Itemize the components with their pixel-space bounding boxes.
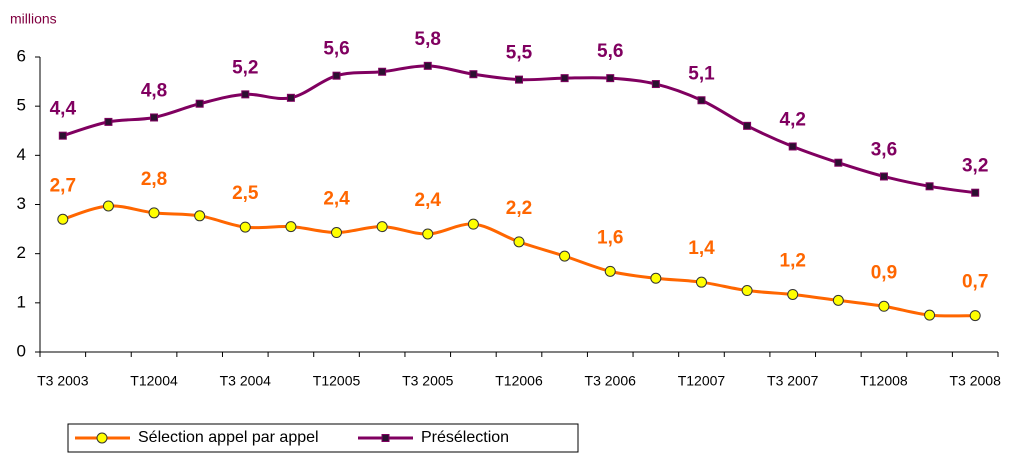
x-tick-label: T3 2008 — [950, 373, 1002, 389]
point — [467, 218, 479, 230]
point — [834, 158, 843, 167]
data-label: 1,6 — [597, 227, 623, 248]
point — [331, 227, 343, 239]
data-label: 2,2 — [506, 198, 532, 219]
x-tick-label: T3 2003 — [37, 373, 89, 389]
point — [971, 188, 980, 197]
data-label: 4,8 — [141, 80, 167, 101]
data-label: 2,8 — [141, 169, 167, 190]
data-label: 2,4 — [323, 189, 350, 210]
data-label: 5,8 — [415, 29, 441, 50]
data-label: 1,4 — [688, 238, 715, 259]
point — [878, 300, 890, 312]
legend-label: Présélection — [421, 429, 509, 446]
point — [606, 74, 615, 83]
data-label: 5,5 — [506, 43, 533, 64]
data-label: 5,6 — [597, 41, 623, 62]
data-label: 5,6 — [323, 39, 349, 60]
point — [58, 131, 67, 140]
point — [743, 121, 752, 130]
point — [651, 80, 660, 89]
point — [194, 210, 206, 222]
point — [924, 309, 936, 321]
point — [423, 61, 432, 70]
point — [422, 228, 434, 240]
data-label: 0,7 — [962, 272, 988, 293]
point — [332, 71, 341, 80]
point — [102, 200, 114, 212]
point — [560, 74, 569, 83]
data-label: 4,4 — [50, 99, 77, 120]
data-label: 1,2 — [780, 250, 806, 271]
point — [559, 250, 571, 262]
y-tick-label: 6 — [17, 46, 26, 65]
point — [104, 117, 113, 126]
point — [650, 272, 662, 284]
y-tick-label: 5 — [17, 96, 26, 115]
y-tick-label: 1 — [17, 292, 26, 311]
point — [832, 294, 844, 306]
x-tick-label: T3 2005 — [402, 373, 454, 389]
point — [695, 276, 707, 288]
legend-label: Sélection appel par appel — [138, 429, 319, 446]
y-tick-label: 4 — [17, 145, 26, 164]
data-label: 2,5 — [232, 183, 259, 204]
data-label: 3,2 — [962, 156, 988, 177]
point — [195, 99, 204, 108]
y-tick-label: 3 — [17, 194, 26, 213]
x-tick-label: T3 2007 — [767, 373, 819, 389]
data-label: 5,2 — [232, 57, 258, 78]
x-tick-label: T3 2004 — [220, 373, 272, 389]
y-axis-label: millions — [10, 11, 57, 27]
point — [969, 310, 981, 322]
x-tick-label: T12007 — [678, 373, 726, 389]
point — [285, 221, 297, 233]
point — [376, 221, 388, 233]
legend-marker — [96, 432, 108, 444]
y-tick-label: 0 — [17, 341, 26, 360]
data-label: 0,9 — [871, 262, 897, 283]
x-tick-label: T3 2006 — [585, 373, 637, 389]
point — [513, 236, 525, 248]
point — [241, 90, 250, 99]
x-tick-label: T12008 — [860, 373, 908, 389]
data-label: 2,4 — [415, 190, 442, 211]
point — [697, 96, 706, 105]
point — [239, 221, 251, 233]
point — [378, 67, 387, 76]
data-label: 5,1 — [688, 63, 715, 84]
data-label: 2,7 — [50, 175, 76, 196]
point — [148, 207, 160, 219]
data-label: 4,2 — [780, 109, 806, 130]
x-tick-label: T12004 — [130, 373, 178, 389]
point — [879, 172, 888, 181]
point — [604, 265, 616, 277]
data-label: 3,6 — [871, 139, 897, 160]
legend-box — [67, 423, 579, 453]
x-tick-label: T12005 — [313, 373, 361, 389]
point — [787, 288, 799, 300]
legend-marker — [381, 434, 390, 442]
legend: Sélection appel par appel Présélection — [67, 423, 579, 453]
y-tick-label: 2 — [17, 243, 26, 262]
point — [515, 75, 523, 84]
point — [925, 182, 934, 191]
point — [469, 70, 478, 79]
point — [150, 113, 159, 122]
point — [57, 213, 69, 225]
x-tick-label: T12006 — [495, 373, 543, 389]
point — [788, 142, 797, 151]
series-line — [62, 64, 976, 195]
point — [741, 285, 753, 297]
point — [286, 93, 295, 102]
